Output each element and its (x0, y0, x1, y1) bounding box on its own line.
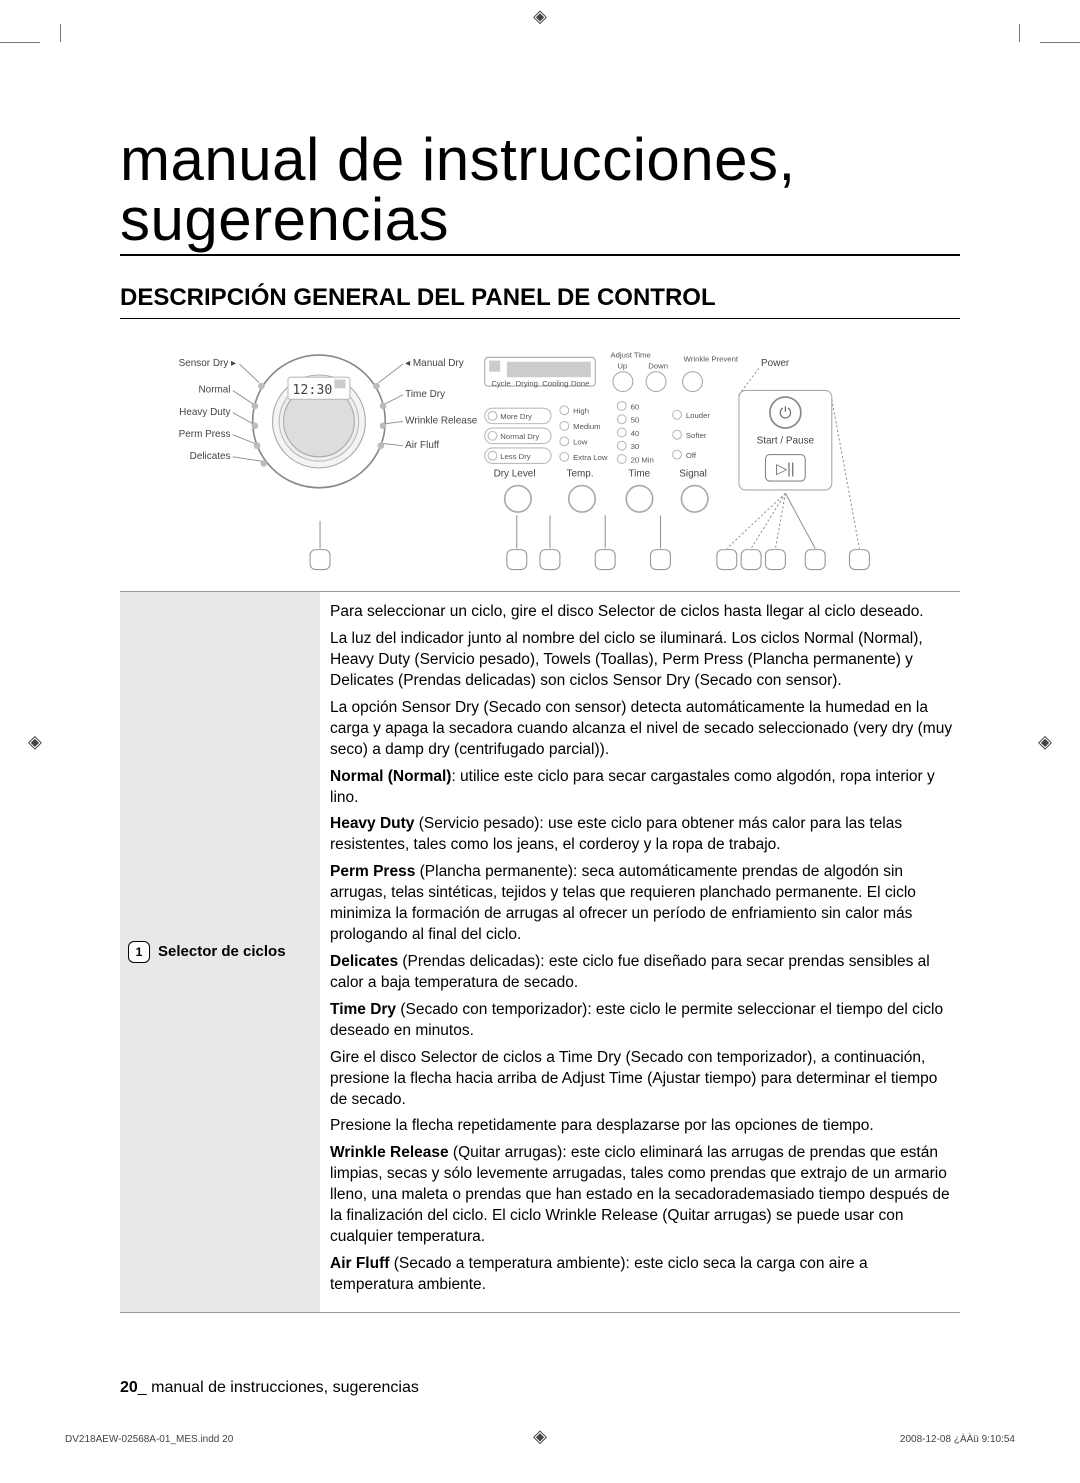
control-panel-diagram: Sensor Dry ▸ Normal Heavy Duty Perm Pres… (120, 333, 960, 576)
opt: Low (573, 438, 588, 447)
page-content: manual de instrucciones, sugerencias DES… (0, 0, 1080, 1373)
body-text: Delicates (Prendas delicadas): este cicl… (330, 952, 954, 994)
dial-label: Perm Press (179, 429, 231, 440)
opt: 20 Min (631, 455, 654, 464)
opt: Off (686, 451, 697, 460)
body-text: Normal (Normal): utilice este ciclo para… (330, 767, 954, 809)
display-sub: Cooling (542, 379, 568, 388)
display-time: 12:30 (292, 383, 332, 398)
registration-mark: ◈ (1038, 731, 1052, 752)
dial-label: Heavy Duty (179, 407, 230, 418)
row-label: Selector de ciclos (158, 942, 286, 962)
play-pause-icon: ▷|| (776, 461, 795, 477)
opt: Softer (686, 431, 707, 440)
opt: Less Dry (500, 452, 531, 461)
title-line-1: manual de instrucciones, (120, 126, 796, 193)
body-text: Presione la flecha repetidamente para de… (330, 1116, 954, 1137)
description-table: 1 Selector de ciclos Para seleccionar un… (120, 591, 960, 1313)
opt: Louder (686, 411, 710, 420)
crop-mark (1019, 24, 1020, 42)
body-text: Air Fluff (Secado a temperatura ambiente… (330, 1254, 954, 1296)
desc: (Secado con temporizador): este ciclo le… (330, 1001, 943, 1039)
body-text: Wrinkle Release (Quitar arrugas): este c… (330, 1143, 954, 1248)
col-title: Signal (679, 469, 707, 480)
opt: 50 (631, 416, 640, 425)
body-text: Gire el disco Selector de ciclos a Time … (330, 1048, 954, 1111)
title-line-2: sugerencias (120, 186, 449, 253)
body-text: Para seleccionar un ciclo, gire el disco… (330, 602, 954, 623)
adjust-down: Down (648, 361, 668, 370)
table-right-cell: Para seleccionar un ciclo, gire el disco… (320, 592, 960, 1312)
power-icon: ⏻ (779, 405, 791, 422)
dial-label: ◂ Manual Dry (405, 358, 464, 369)
footer-text: _ manual de instrucciones, sugerencias (138, 1379, 419, 1396)
registration-mark: ◈ (533, 1426, 547, 1447)
desc: (Secado a temperatura ambiente): este ci… (330, 1255, 868, 1293)
page-title: manual de instrucciones, sugerencias (120, 130, 960, 256)
desc: (Servicio pesado): use este ciclo para o… (330, 815, 902, 853)
opt: 30 (631, 442, 640, 451)
table-left-cell: 1 Selector de ciclos (120, 592, 320, 1312)
power-label: Power (761, 358, 790, 369)
dial-label: Normal (198, 385, 230, 396)
term: Normal (Normal) (330, 768, 451, 785)
term: Time Dry (330, 1001, 396, 1018)
display-sub: Cycle (491, 379, 510, 388)
body-text: Heavy Duty (Servicio pesado): use este c… (330, 814, 954, 856)
col-title: Time (628, 469, 650, 480)
opt: High (573, 407, 589, 416)
dial-label: Time Dry (405, 389, 445, 400)
body-text: La luz del indicador junto al nombre del… (330, 629, 954, 692)
body-text: Time Dry (Secado con temporizador): este… (330, 1000, 954, 1042)
registration-mark: ◈ (28, 731, 42, 752)
term: Wrinkle Release (330, 1144, 449, 1161)
display-sub: Drying (516, 379, 538, 388)
registration-mark: ◈ (533, 6, 547, 27)
term: Heavy Duty (330, 815, 414, 832)
crop-mark (1040, 42, 1080, 43)
crop-mark (0, 42, 40, 43)
opt: 60 (631, 402, 640, 411)
imprint-left: DV218AEW-02568A-01_MES.indd 20 (65, 1434, 233, 1445)
wrinkle-prevent: Wrinkle Prevent (684, 355, 739, 364)
desc: (Plancha permanente): seca automáticamen… (330, 863, 916, 943)
start-label: Start / Pause (757, 436, 815, 447)
section-heading: DESCRIPCIÓN GENERAL DEL PANEL DE CONTROL (120, 284, 960, 319)
desc: (Prendas delicadas): este ciclo fue dise… (330, 953, 930, 991)
opt: Normal Dry (500, 432, 539, 441)
dial-label: Sensor Dry ▸ (179, 358, 236, 369)
opt: Extra Low (573, 453, 608, 462)
term: Perm Press (330, 863, 415, 880)
page-number: 20 (120, 1379, 138, 1396)
opt: 40 (631, 429, 640, 438)
row-number: 1 (128, 941, 150, 963)
dial-label: Delicates (190, 451, 231, 462)
term: Delicates (330, 953, 398, 970)
term: Air Fluff (330, 1255, 389, 1272)
opt: More Dry (500, 412, 532, 421)
imprint-right: 2008-12-08 ¿ÀÀü 9:10:54 (900, 1434, 1015, 1445)
dial-label: Wrinkle Release (405, 416, 478, 427)
adjust-title: Adjust Time (610, 350, 650, 359)
dial-label: Air Fluff (405, 440, 439, 451)
adjust-up: Up (617, 361, 627, 370)
opt: Medium (573, 422, 600, 431)
col-title: Temp. (567, 469, 594, 480)
display-sub: Done (571, 379, 589, 388)
page-footer: 20_ manual de instrucciones, sugerencias (120, 1379, 419, 1397)
body-text: La opción Sensor Dry (Secado con sensor)… (330, 698, 954, 761)
col-title: Dry Level (494, 469, 536, 480)
crop-mark (60, 24, 61, 42)
body-text: Perm Press (Plancha permanente): seca au… (330, 862, 954, 946)
